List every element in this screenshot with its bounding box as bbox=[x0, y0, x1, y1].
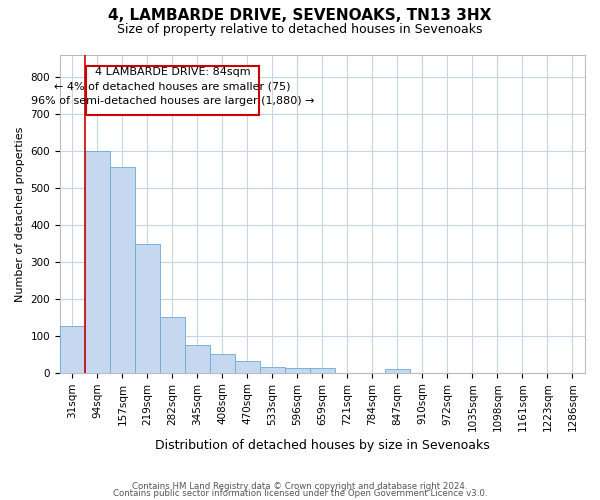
Bar bbox=[210, 354, 235, 372]
Text: Contains HM Land Registry data © Crown copyright and database right 2024.: Contains HM Land Registry data © Crown c… bbox=[132, 482, 468, 491]
Bar bbox=[85, 151, 110, 372]
Bar bbox=[235, 360, 260, 372]
Bar bbox=[60, 326, 85, 372]
Bar bbox=[160, 318, 185, 372]
Bar bbox=[285, 368, 310, 372]
Bar bbox=[310, 368, 335, 372]
Bar bbox=[110, 166, 135, 372]
Text: 4, LAMBARDE DRIVE, SEVENOAKS, TN13 3HX: 4, LAMBARDE DRIVE, SEVENOAKS, TN13 3HX bbox=[109, 8, 491, 22]
Text: Size of property relative to detached houses in Sevenoaks: Size of property relative to detached ho… bbox=[117, 22, 483, 36]
Text: Contains public sector information licensed under the Open Government Licence v3: Contains public sector information licen… bbox=[113, 490, 487, 498]
Bar bbox=[260, 367, 285, 372]
Text: 4 LAMBARDE DRIVE: 84sqm
← 4% of detached houses are smaller (75)
96% of semi-det: 4 LAMBARDE DRIVE: 84sqm ← 4% of detached… bbox=[31, 67, 314, 106]
Bar bbox=[135, 244, 160, 372]
Y-axis label: Number of detached properties: Number of detached properties bbox=[15, 126, 25, 302]
FancyBboxPatch shape bbox=[86, 66, 259, 115]
X-axis label: Distribution of detached houses by size in Sevenoaks: Distribution of detached houses by size … bbox=[155, 440, 490, 452]
Bar bbox=[185, 345, 210, 372]
Bar bbox=[385, 369, 410, 372]
